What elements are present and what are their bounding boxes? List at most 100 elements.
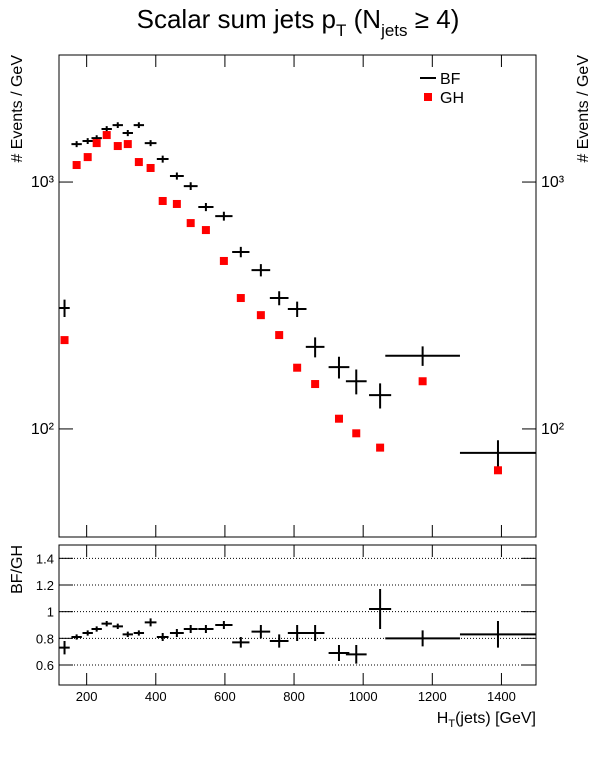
error-cross (71, 634, 82, 640)
error-cross (305, 625, 325, 641)
error-cross (232, 637, 250, 648)
error-cross (198, 625, 214, 633)
marker-square (186, 219, 195, 228)
error-cross (122, 631, 133, 637)
marker-square (293, 363, 302, 372)
x-tick-label: 200 (76, 689, 98, 704)
error-cross (112, 122, 123, 128)
error-cross (459, 621, 536, 648)
marker-square (92, 139, 101, 148)
marker-square (146, 163, 155, 172)
ratio-frame (58, 544, 537, 686)
marker-square (113, 142, 122, 151)
x-tick-label: 400 (145, 689, 167, 704)
error-cross (183, 625, 198, 633)
error-cross (82, 138, 93, 144)
marker-square (418, 377, 427, 386)
error-cross (251, 264, 271, 277)
x-tick-label: 1200 (418, 689, 447, 704)
error-cross (305, 337, 325, 358)
chart-title: Scalar sum jets pT (Njets ≥ 4) (137, 4, 460, 40)
error-cross (287, 301, 307, 318)
y-tick-label: 1.2 (36, 578, 54, 593)
marker-square (376, 443, 385, 452)
error-cross (251, 625, 271, 639)
top-frame (58, 54, 537, 538)
y-tick-label-right: 10² (541, 421, 565, 438)
title-part: ≥ 4) (408, 4, 460, 34)
x-axis-label: HT(jets) [GeV] (437, 710, 536, 730)
x-tick-label: 600 (214, 689, 236, 704)
marker-square (352, 429, 361, 438)
error-cross (59, 299, 70, 318)
x-label-part: (jets) [GeV] (455, 710, 536, 727)
error-cross (369, 589, 392, 629)
y-tick-label: 1.4 (36, 551, 54, 566)
marker-square (256, 311, 265, 320)
title-part: Scalar sum jets p (137, 4, 336, 34)
error-cross (385, 630, 460, 647)
legend-label: BF (440, 71, 461, 88)
marker-square (311, 380, 320, 389)
marker-square (201, 226, 210, 235)
marker-square (158, 196, 167, 205)
error-cross (133, 630, 145, 636)
y-tick-label-right: 10³ (541, 174, 565, 191)
error-cross (82, 630, 93, 636)
error-cross (156, 155, 169, 163)
marker-square (72, 161, 81, 170)
marker-square (275, 331, 284, 340)
error-cross (269, 291, 289, 306)
marker-square (123, 140, 132, 149)
error-cross (385, 346, 460, 366)
y-axis-label: BF/GH (9, 545, 26, 594)
error-cross (215, 621, 233, 629)
error-cross (183, 182, 198, 191)
error-cross (59, 641, 70, 655)
error-cross (328, 645, 350, 661)
error-cross (71, 141, 82, 148)
error-cross (345, 369, 367, 395)
y-tick-label: 1 (47, 605, 54, 620)
error-cross (215, 211, 233, 221)
error-cross (144, 618, 157, 627)
y-tick-label: 10² (31, 421, 55, 438)
x-tick-label: 1000 (349, 689, 378, 704)
error-cross (328, 356, 350, 379)
marker-square (334, 414, 343, 423)
legend-marker (424, 93, 432, 101)
error-cross (169, 172, 184, 180)
error-cross (232, 246, 250, 258)
error-cross (101, 621, 112, 627)
error-cross (459, 440, 536, 468)
title-part: T (336, 21, 346, 40)
error-cross (122, 130, 133, 137)
x-label-part: H (437, 710, 449, 727)
marker-square (236, 294, 245, 303)
x-tick-label: 1400 (487, 689, 516, 704)
error-cross (112, 623, 123, 629)
title-part: (N (346, 4, 381, 34)
y-axis-label: # Events / GeV (9, 55, 26, 163)
error-cross (198, 203, 214, 212)
x-label-part: T (448, 718, 455, 730)
error-cross (269, 634, 289, 648)
legend-label: GH (440, 90, 464, 107)
y-tick-label: 0.6 (36, 658, 54, 673)
marker-square (102, 131, 111, 140)
marker-square (172, 199, 181, 208)
marker-square (219, 256, 228, 265)
x-tick-label: 800 (283, 689, 305, 704)
marker-square (493, 466, 502, 475)
error-cross (345, 645, 367, 664)
error-cross (156, 633, 169, 641)
error-cross (133, 122, 145, 128)
marker-square (60, 336, 69, 345)
error-cross (91, 626, 102, 632)
error-cross (144, 140, 157, 147)
marker-square (134, 158, 143, 167)
error-cross (169, 629, 184, 637)
error-cross (369, 383, 392, 409)
error-cross (287, 625, 307, 641)
